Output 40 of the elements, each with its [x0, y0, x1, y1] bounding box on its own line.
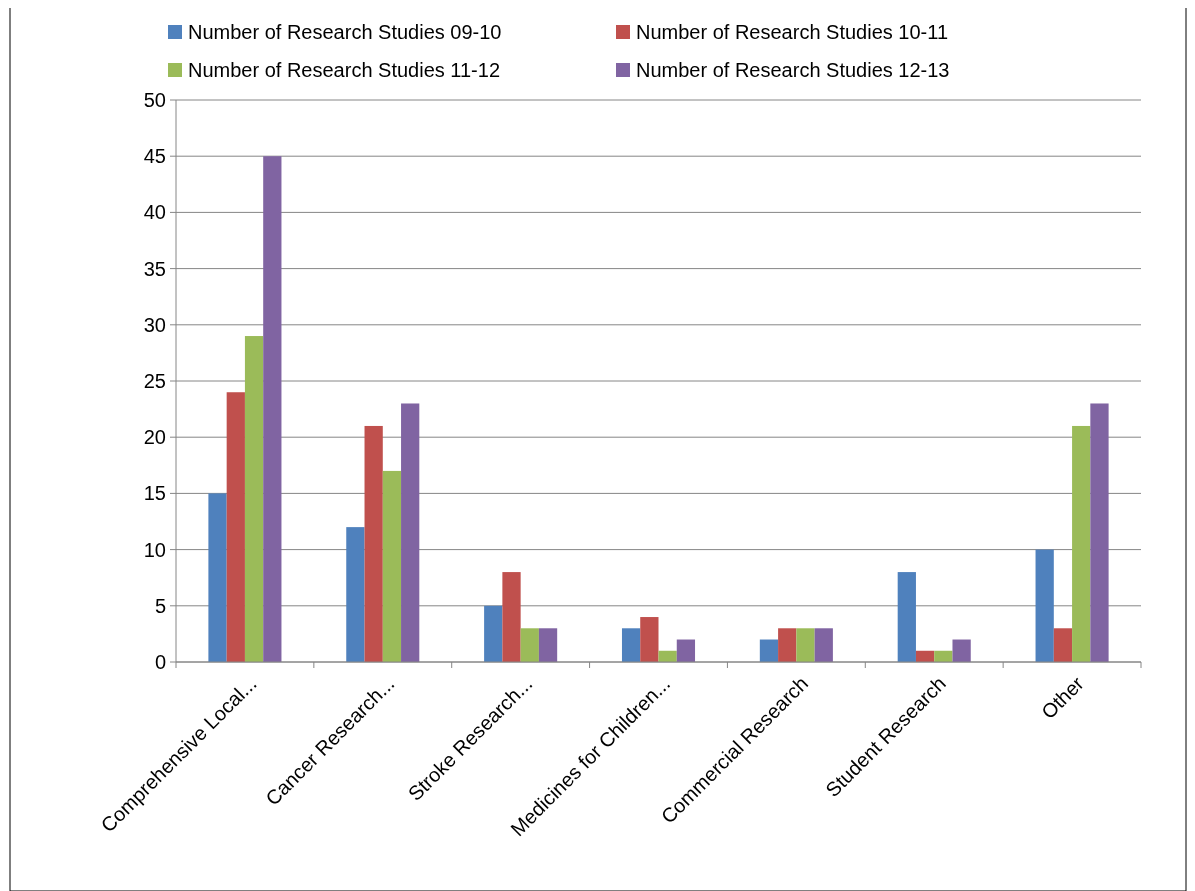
bar	[796, 628, 815, 662]
bar	[538, 628, 558, 662]
bar	[952, 639, 971, 662]
legend-label: Number of Research Studies 11-12	[188, 59, 501, 81]
bar	[208, 493, 227, 662]
bar	[346, 527, 365, 662]
bar	[759, 639, 779, 662]
y-tick-label: 30	[143, 313, 166, 336]
bar	[1053, 628, 1073, 662]
y-tick-label: 20	[143, 426, 166, 449]
bar	[778, 628, 797, 662]
bar	[897, 572, 916, 662]
y-tick-label: 40	[143, 201, 166, 224]
bar	[484, 605, 503, 662]
bar	[1035, 549, 1054, 662]
bar	[364, 425, 383, 662]
bar	[1072, 425, 1091, 662]
y-tick-label: 25	[143, 370, 166, 392]
y-tick-label: 5	[154, 594, 166, 617]
y-tick-label: 0	[154, 651, 166, 673]
legend-label: Number of Research Studies 12-13	[636, 59, 950, 81]
bar	[263, 156, 282, 662]
bar	[401, 403, 420, 662]
bar	[502, 572, 521, 662]
bar	[520, 628, 539, 662]
y-tick-label: 45	[143, 145, 166, 168]
bar	[382, 470, 402, 662]
bar	[814, 628, 833, 662]
bar	[640, 617, 659, 662]
bar	[1090, 403, 1109, 662]
bar	[621, 628, 641, 662]
y-tick-label: 35	[143, 257, 166, 280]
y-tick-label: 50	[143, 89, 166, 111]
bar	[244, 336, 264, 662]
bar	[226, 392, 245, 662]
bar	[676, 639, 696, 662]
legend-label: Number of Research Studies 09-10	[188, 21, 502, 43]
y-tick-label: 10	[143, 538, 166, 561]
legend-label: Number of Research Studies 10-11	[636, 21, 949, 43]
y-tick-label: 15	[143, 482, 166, 505]
